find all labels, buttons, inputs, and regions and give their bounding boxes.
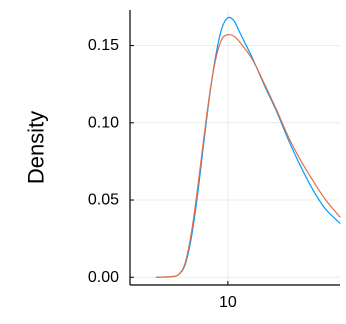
density-series-1-line bbox=[155, 16, 341, 278]
series-layer bbox=[155, 16, 341, 278]
y-axis-label: Density bbox=[24, 111, 49, 184]
density-series-2-line bbox=[155, 33, 341, 278]
label-layer: 0.00 0.05 0.10 0.15 10 bbox=[88, 37, 237, 311]
grid-layer bbox=[130, 10, 340, 285]
y-tick-label-2: 0.10 bbox=[88, 114, 119, 131]
axis-layer bbox=[129, 10, 340, 286]
y-tick-label-0: 0.00 bbox=[88, 269, 119, 286]
y-tick-label-3: 0.15 bbox=[88, 37, 119, 54]
x-tick-label-0: 10 bbox=[219, 294, 237, 311]
y-tick-label-1: 0.05 bbox=[88, 192, 119, 209]
